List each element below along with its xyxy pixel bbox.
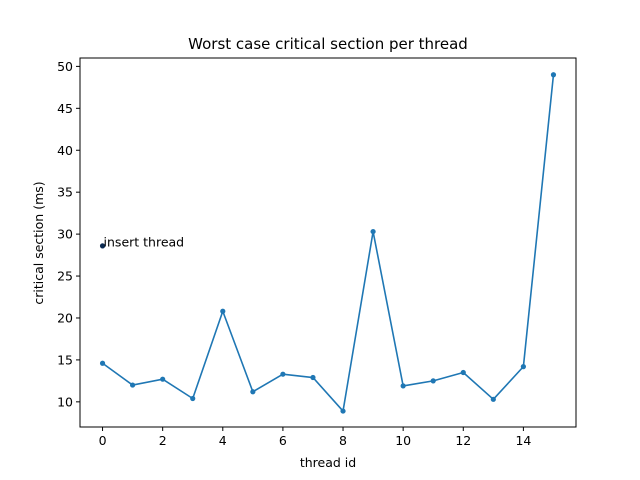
x-tick-label: 6 — [279, 433, 287, 448]
data-point — [99, 360, 106, 366]
y-tick-label: 15 — [57, 352, 73, 367]
annotation-label: insert thread — [104, 234, 185, 249]
y-tick-label: 40 — [57, 143, 73, 158]
x-tick-label: 0 — [99, 433, 107, 448]
series-line — [102, 74, 555, 412]
data-point — [520, 364, 526, 370]
y-axis-label: critical section (ms) — [31, 181, 46, 304]
x-tick-label: 8 — [339, 433, 347, 448]
data-point — [130, 382, 136, 388]
data-point — [400, 383, 406, 389]
data-point — [340, 408, 346, 414]
data-point — [190, 395, 196, 402]
data-point — [220, 308, 226, 314]
axes-frame — [79, 57, 577, 428]
data-point — [310, 374, 316, 381]
data-point — [550, 72, 557, 78]
data-point — [280, 371, 286, 377]
x-tick-label: 4 — [219, 433, 227, 448]
x-tick-label: 2 — [159, 433, 167, 448]
y-tick-label: 10 — [57, 394, 73, 409]
data-point — [460, 369, 466, 376]
annotation-point — [99, 243, 106, 249]
x-tick-label: 12 — [455, 433, 471, 448]
y-tick-label: 35 — [57, 185, 73, 200]
y-tick-label: 25 — [57, 269, 73, 284]
chart-title: Worst case critical section per thread — [188, 35, 468, 53]
plot-area: 0 2 4 6 8 10 12 14 10 15 20 25 30 35 40 45 50 insert thre… — [57, 59, 557, 448]
y-tick-label: 30 — [57, 227, 73, 242]
y-tick-label: 20 — [57, 310, 73, 325]
y-tick-label: 45 — [57, 101, 73, 116]
data-point — [250, 389, 256, 395]
x-tick-label: 10 — [395, 433, 411, 448]
x-axis-label: thread id — [300, 455, 356, 470]
data-point — [490, 396, 496, 402]
data-point — [370, 228, 376, 235]
data-point — [160, 376, 166, 382]
y-tick-label: 50 — [57, 59, 73, 74]
x-tick-label: 14 — [515, 433, 531, 448]
data-point — [430, 378, 436, 384]
